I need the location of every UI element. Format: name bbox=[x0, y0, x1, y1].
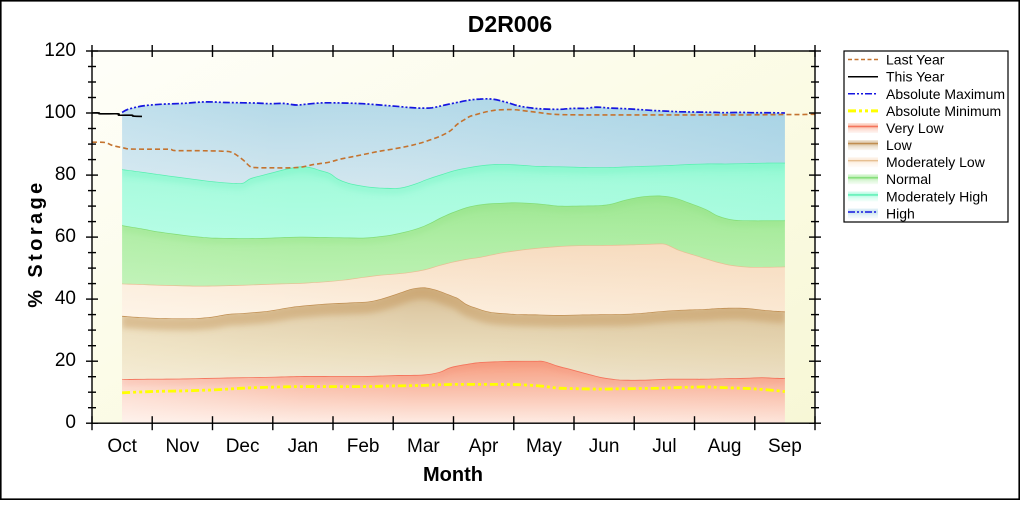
svg-text:This Year: This Year bbox=[886, 69, 945, 85]
svg-text:Nov: Nov bbox=[166, 436, 200, 457]
svg-text:Last Year: Last Year bbox=[886, 52, 945, 68]
svg-text:D2R006: D2R006 bbox=[468, 11, 552, 37]
svg-text:40: 40 bbox=[55, 288, 76, 309]
svg-text:Apr: Apr bbox=[469, 436, 499, 457]
svg-text:Very Low: Very Low bbox=[886, 120, 944, 136]
svg-text:Jul: Jul bbox=[652, 436, 676, 457]
svg-text:High: High bbox=[886, 206, 915, 222]
svg-text:100: 100 bbox=[44, 102, 76, 123]
svg-text:Sep: Sep bbox=[768, 436, 802, 457]
svg-text:% Storage: % Storage bbox=[25, 179, 47, 307]
svg-text:Mar: Mar bbox=[407, 436, 440, 457]
svg-text:Absolute Minimum: Absolute Minimum bbox=[886, 103, 1001, 119]
svg-text:0: 0 bbox=[65, 412, 76, 433]
svg-text:Month: Month bbox=[423, 464, 483, 486]
svg-text:Low: Low bbox=[886, 137, 913, 153]
svg-text:May: May bbox=[526, 436, 562, 457]
svg-text:Moderately Low: Moderately Low bbox=[886, 154, 986, 170]
svg-text:Aug: Aug bbox=[708, 436, 742, 457]
svg-text:Normal: Normal bbox=[886, 171, 931, 187]
svg-text:80: 80 bbox=[55, 164, 76, 185]
svg-text:20: 20 bbox=[55, 350, 76, 371]
svg-text:Jun: Jun bbox=[589, 436, 620, 457]
svg-text:Feb: Feb bbox=[347, 436, 380, 457]
svg-text:Oct: Oct bbox=[107, 436, 137, 457]
svg-text:Moderately High: Moderately High bbox=[886, 188, 988, 204]
svg-text:60: 60 bbox=[55, 226, 76, 247]
svg-text:120: 120 bbox=[44, 40, 76, 61]
svg-text:Jan: Jan bbox=[288, 436, 319, 457]
svg-text:Absolute Maximum: Absolute Maximum bbox=[886, 86, 1005, 102]
svg-text:Dec: Dec bbox=[226, 436, 260, 457]
